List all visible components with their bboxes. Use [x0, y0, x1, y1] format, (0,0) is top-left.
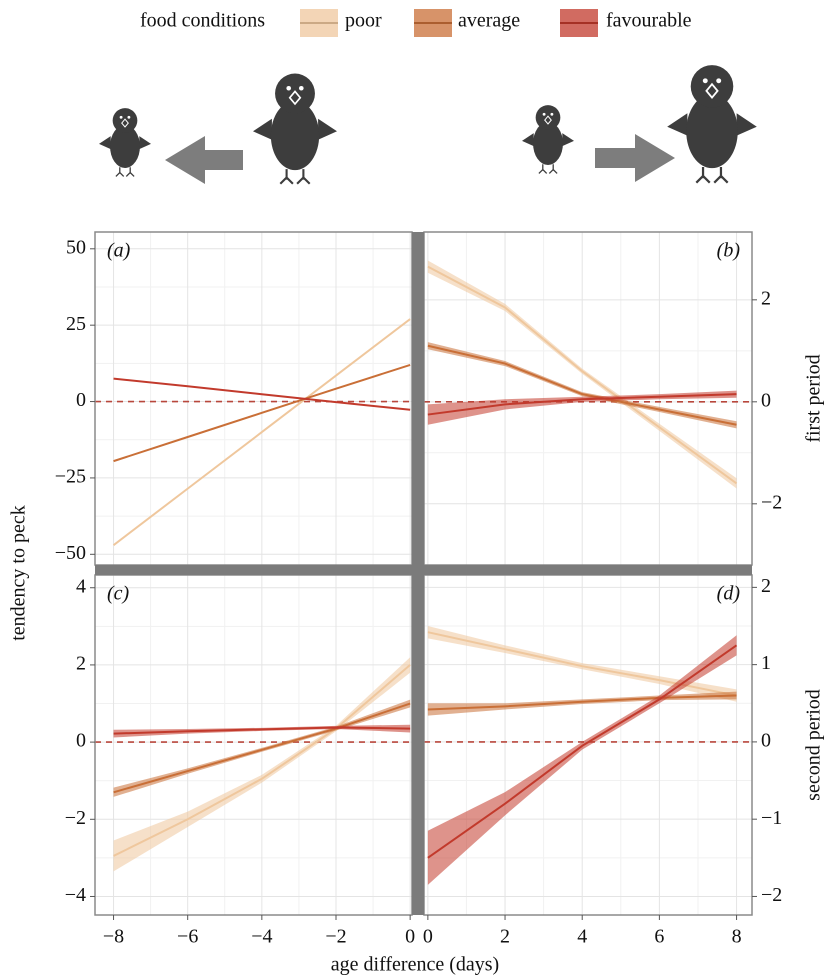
- y-tick-label: 0: [76, 730, 86, 752]
- x-tick-label: 8: [732, 926, 742, 948]
- y-tick-label: 2: [761, 575, 771, 597]
- y-tick-label: −2: [65, 807, 86, 829]
- ribbon: [113, 699, 411, 797]
- y-tick-label: −4: [65, 884, 86, 906]
- panel-divider: [412, 232, 424, 915]
- ribbon: [427, 635, 737, 885]
- y-tick-label: −50: [55, 542, 86, 564]
- x-tick-label: 0: [405, 926, 415, 948]
- illustration: [98, 64, 758, 185]
- series-line: [427, 644, 738, 859]
- ribbon: [113, 657, 411, 872]
- x-tick-label: 0: [423, 926, 433, 948]
- x-axis-label: age difference (days): [331, 954, 499, 976]
- panel-label: (c): [107, 583, 130, 605]
- y-tick-label: −1: [761, 807, 782, 829]
- panel-side-title: second period: [803, 689, 825, 801]
- legend-label: poor: [345, 10, 382, 32]
- panel-side-title: first period: [803, 354, 825, 442]
- x-tick-label: −2: [325, 926, 346, 948]
- panel-background: [95, 232, 412, 565]
- y-tick-label: −2: [761, 491, 782, 513]
- x-tick-label: 2: [500, 926, 510, 948]
- series-line: [113, 702, 411, 794]
- y-tick-label: 4: [76, 575, 86, 597]
- x-tick-label: −4: [251, 926, 272, 948]
- y-tick-label: 2: [76, 653, 86, 675]
- y-tick-label: −2: [761, 884, 782, 906]
- y-tick-label: 0: [76, 389, 86, 411]
- series-line: [427, 265, 738, 485]
- ribbon: [427, 626, 737, 702]
- legend-label: favourable: [606, 10, 692, 32]
- y-tick-label: 25: [66, 313, 86, 335]
- x-tick-label: −6: [177, 926, 198, 948]
- y-axis-label: tendency to peck: [8, 505, 30, 641]
- legend-title: food conditions: [140, 10, 265, 32]
- x-tick-label: 4: [577, 926, 587, 948]
- y-tick-label: 50: [66, 236, 86, 258]
- legend-label: average: [458, 10, 520, 32]
- series-line: [113, 726, 411, 735]
- y-tick-label: 0: [761, 730, 771, 752]
- series-line: [112, 318, 411, 546]
- panel-label: (b): [717, 240, 741, 262]
- series-line: [113, 363, 411, 463]
- series-line: [427, 344, 737, 426]
- x-tick-label: −8: [103, 926, 124, 948]
- y-tick-label: −25: [55, 466, 86, 488]
- series-line: [427, 393, 737, 416]
- y-tick-label: 1: [761, 652, 771, 674]
- panel-label: (a): [107, 240, 131, 262]
- y-tick-label: 0: [761, 389, 771, 411]
- x-tick-label: 6: [654, 926, 664, 948]
- series-line: [113, 664, 411, 857]
- y-tick-label: 2: [761, 287, 771, 309]
- series-line: [113, 377, 411, 411]
- ribbon: [427, 390, 737, 425]
- series-line: [427, 694, 737, 711]
- panel-label: (d): [717, 583, 741, 605]
